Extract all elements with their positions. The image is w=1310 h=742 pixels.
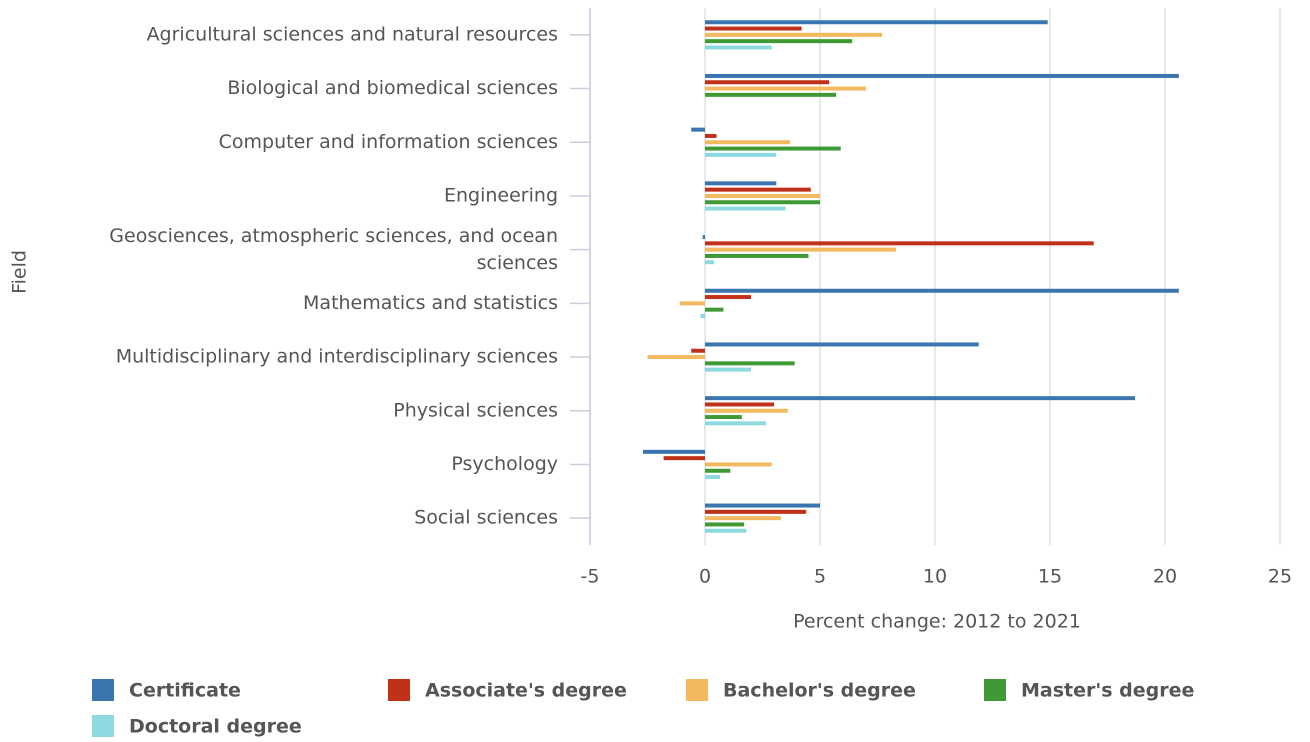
- bar: [705, 241, 1094, 246]
- bar: [705, 260, 715, 265]
- legend-label: Certificate: [129, 680, 241, 702]
- bar: [705, 92, 837, 97]
- bar: [705, 528, 747, 533]
- legend-swatch: [92, 715, 114, 737]
- bar: [691, 127, 705, 132]
- bar: [647, 355, 705, 360]
- bar: [700, 313, 705, 318]
- bar: [679, 301, 705, 306]
- bar: [705, 462, 772, 467]
- bar: [705, 468, 731, 473]
- bar: [705, 415, 742, 420]
- bar: [705, 200, 820, 205]
- x-axis-label: Percent change: 2012 to 2021: [793, 611, 1081, 633]
- legend-swatch: [92, 679, 114, 701]
- bar: [705, 247, 896, 252]
- legend-label: Bachelor's degree: [723, 680, 916, 702]
- bar: [705, 39, 853, 44]
- bar: [642, 449, 705, 454]
- y-tick-label: Multidisciplinary and interdisciplinary …: [116, 346, 558, 368]
- bar: [705, 146, 841, 151]
- y-axis-label: Field: [9, 250, 31, 294]
- y-tick-label: Social sciences: [414, 507, 558, 529]
- bar: [705, 522, 745, 527]
- x-tick-label: 25: [1268, 566, 1292, 588]
- bar: [705, 26, 802, 31]
- bar: [705, 206, 786, 211]
- bar: [705, 475, 720, 480]
- legend-label: Doctoral degree: [129, 716, 302, 738]
- bar: [705, 307, 724, 312]
- legend-swatch: [686, 679, 708, 701]
- bar: [663, 456, 705, 461]
- x-tick-label: 15: [1038, 566, 1062, 588]
- bar: [705, 402, 774, 407]
- y-tick-label: Biological and biomedical sciences: [227, 77, 558, 99]
- bar: [705, 408, 788, 413]
- bar: [705, 421, 766, 426]
- y-tick-label: Geosciences, atmospheric sciences, and o…: [109, 225, 558, 274]
- bar: [705, 80, 830, 85]
- bar: [705, 140, 791, 145]
- bar: [705, 295, 751, 300]
- y-tick-label: Mathematics and statistics: [303, 292, 558, 314]
- bar: [705, 367, 751, 372]
- bar: [705, 32, 883, 37]
- bar: [705, 73, 1179, 78]
- bar: [705, 503, 820, 508]
- legend-label: Associate's degree: [425, 680, 627, 702]
- bar: [705, 181, 777, 186]
- y-tick-label: Psychology: [451, 453, 558, 475]
- x-tick-label: -5: [581, 566, 600, 588]
- y-tick-label: Physical sciences: [393, 399, 558, 421]
- bar: [705, 396, 1136, 401]
- y-tick-label: Agricultural sciences and natural resour…: [147, 23, 558, 45]
- bar: [705, 342, 979, 347]
- bar: [705, 152, 777, 157]
- bar: [691, 348, 705, 353]
- legend-swatch: [984, 679, 1006, 701]
- bar: [705, 361, 795, 366]
- x-tick-label: 10: [923, 566, 947, 588]
- y-tick-label: Computer and information sciences: [219, 131, 558, 153]
- bar: [705, 288, 1179, 293]
- y-tick-label: Engineering: [444, 184, 558, 206]
- legend-label: Master's degree: [1021, 680, 1194, 702]
- bar: [705, 509, 807, 514]
- bar: [705, 187, 811, 192]
- bar: [705, 133, 717, 138]
- bar: [705, 253, 809, 258]
- bar: [702, 235, 705, 240]
- bar: [705, 20, 1048, 25]
- legend-swatch: [388, 679, 410, 701]
- bar: [705, 86, 866, 91]
- bar: [705, 45, 772, 50]
- x-tick-label: 0: [699, 566, 711, 588]
- x-tick-label: 20: [1153, 566, 1177, 588]
- x-tick-label: 5: [814, 566, 826, 588]
- bar: [705, 516, 781, 521]
- bar: [705, 193, 820, 198]
